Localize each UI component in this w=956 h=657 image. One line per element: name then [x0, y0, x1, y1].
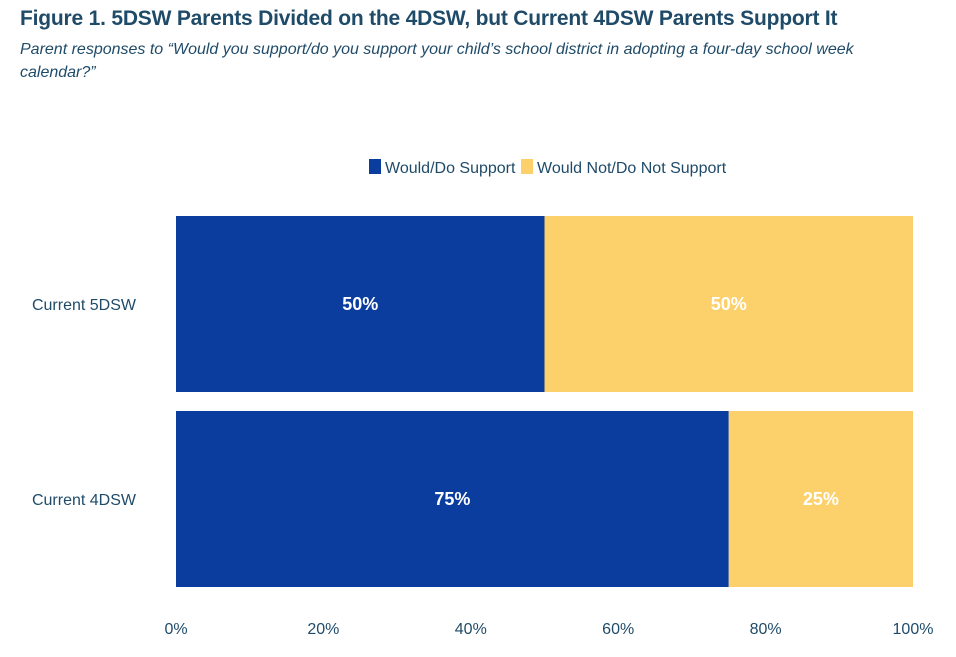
- bar-current-5dsw-would-not-do-not-support: [544, 216, 913, 392]
- data-label-current-5dsw-would-not-do-not-support: 50%: [711, 294, 747, 314]
- x-tick-label-80: 80%: [750, 621, 782, 638]
- legend-swatch-would-not-do-not-support: [521, 159, 533, 174]
- category-label-current-5dsw: Current 5DSW: [32, 297, 137, 314]
- legend-label-would-not-do-not-support: Would Not/Do Not Support: [537, 160, 727, 177]
- category-axis: Current 5DSW Current 4DSW: [32, 297, 137, 509]
- legend-swatch-would-do-support: [369, 159, 381, 174]
- chart-title: Figure 1. 5DSW Parents Divided on the 4D…: [20, 7, 838, 30]
- data-label-current-4dsw-would-not-do-not-support: 25%: [803, 489, 839, 509]
- bar-current-4dsw-would-not-do-not-support: [728, 411, 913, 587]
- x-tick-label-40: 40%: [455, 621, 487, 638]
- x-tick-label-0: 0%: [164, 621, 187, 638]
- bar-current-5dsw-would-do-support: [176, 216, 545, 392]
- chart-subtitle: Parent responses to “Would you support/d…: [20, 41, 854, 81]
- value-axis: 0% 20% 40% 60% 80% 100%: [164, 621, 933, 638]
- chart-bars: 50% 50% 75% 25%: [176, 216, 913, 587]
- x-tick-label-100: 100%: [893, 621, 934, 638]
- legend-label-would-do-support: Would/Do Support: [385, 160, 516, 177]
- data-label-current-5dsw-would-do-support: 50%: [342, 294, 378, 314]
- category-label-current-4dsw: Current 4DSW: [32, 492, 137, 509]
- chart-legend: Would/Do Support Would Not/Do Not Support: [369, 159, 727, 177]
- data-label-current-4dsw-would-do-support: 75%: [434, 489, 470, 509]
- x-tick-label-20: 20%: [307, 621, 339, 638]
- x-tick-label-60: 60%: [602, 621, 634, 638]
- bar-current-4dsw-would-do-support: [176, 411, 729, 587]
